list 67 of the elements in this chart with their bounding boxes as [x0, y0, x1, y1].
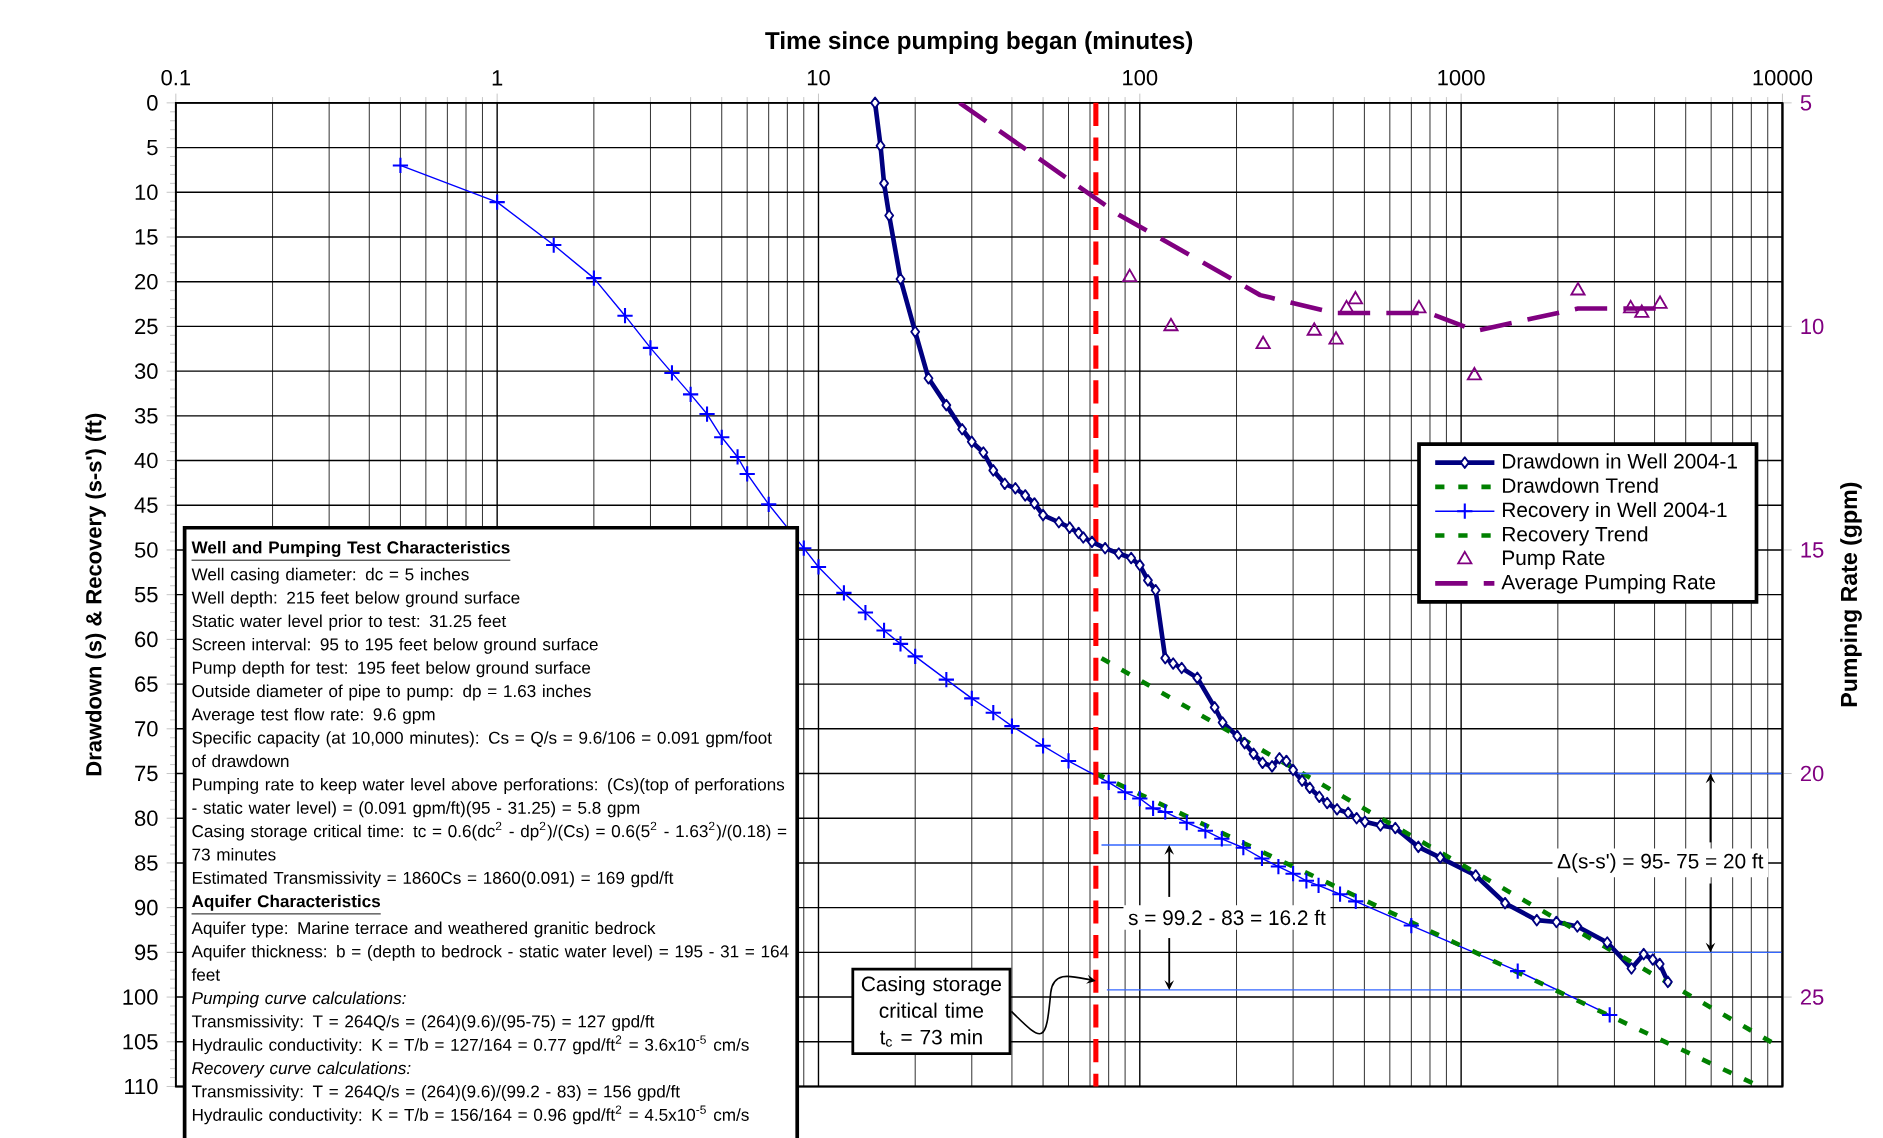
y-tick-label: 5 [147, 139, 158, 156]
y2-tick-label: 10 [1801, 318, 1824, 334]
x-tick-label: 10 [807, 69, 830, 86]
x-tick-label: 1 [492, 70, 503, 86]
x-tick-label: 1000 [1438, 69, 1485, 86]
legend-label: Average Pumping Rate [1501, 573, 1716, 594]
y2-axis-title: Pumping Rate (gpm) [1840, 482, 1862, 706]
y-tick-label: 100 [123, 989, 158, 1005]
y-tick-label: 15 [135, 229, 158, 245]
y2-tick-label: 20 [1800, 765, 1824, 782]
annotation: Outside diameter of pipe to pump: dp = 1.63 inches [192, 684, 591, 701]
annotation: Well casing diameter: dc = 5 inches [191, 567, 469, 584]
ref-line-label: Casing storage critical time t$_{c}$ = 73 min [861, 975, 1001, 1047]
annotation: Well depth: 215 feet below ground surface [191, 590, 520, 607]
annotation: Pumping curve calculations: [192, 991, 406, 1008]
annotation: Pumping rate to keep water level above perforations: (Cs)(top of perforations - static water level) = (0.091 gpm/ft)(95 - 31.25) = 5.8 gpm [192, 777, 785, 818]
annotation: Δ(s-s') = 95- 75 = 20 ft [1557, 853, 1764, 873]
annotation: Static water level prior to test: 31.25 feet [192, 614, 507, 631]
x-axis-title: Time since pumping began (minutes) [765, 31, 1193, 54]
y-tick-label: 65 [135, 676, 158, 692]
legend-label: Recovery in Well 2004-1 [1503, 501, 1727, 522]
x-tick-label: 10000 [1753, 69, 1813, 86]
y-tick-label: 55 [134, 586, 158, 603]
y-tick-label: 70 [135, 720, 158, 737]
legend-label: Drawdown in Well 2004-1 [1503, 453, 1737, 469]
x-tick-label: 0.1 [161, 69, 191, 86]
y-tick-label: 95 [135, 944, 158, 960]
y-tick-label: 60 [135, 631, 158, 647]
y-tick-label: 20 [135, 273, 158, 290]
y-tick-label: 0 [147, 94, 158, 111]
annotation: Average test flow rate: 9.6 gpm [191, 707, 435, 724]
y-tick-label: 45 [134, 497, 158, 513]
annotation: Pump depth for test: 195 feet below ground surface [192, 661, 591, 677]
annotation: Transmissivity: T = 264Q/s = (264)(9.6)/(95-75) = 127 gpd/ft [191, 1014, 655, 1031]
y-axis-title: Drawdown (s) & Recovery (s-s') (ft) [85, 413, 106, 775]
x-tick-label: 100 [1123, 69, 1158, 86]
annotation: Hydraulic conductivity: K = T/b = 127/164 = 0.77 gpd/ft$^{2}$ = 3.6x10$^{-5}$ cm/s [192, 1035, 749, 1054]
y-tick-label: 40 [134, 452, 158, 469]
y-tick-label: 10 [135, 184, 158, 200]
text: Hydraulic conductivity: K = T/b = 156/164 = 0.96 gpd/ft$^{2}$ = 4.5x10$^{-5}$ cm/s [192, 1105, 749, 1125]
y2-tick-label: 25 [1800, 989, 1824, 1005]
y-tick-label: 30 [134, 363, 158, 379]
y-tick-label: 105 [123, 1033, 158, 1050]
legend-label: Recovery Trend [1503, 526, 1648, 546]
annotation: Screen interval: 95 to 195 feet below ground surface [192, 637, 598, 654]
annotation: Specific capacity (at 10,000 minutes): Cs = Q/s = 9.6/106 = 0.091 gpm/foot of drawdown [192, 731, 772, 767]
y-tick-label: 50 [134, 541, 158, 558]
y2-tick-label: 15 [1801, 542, 1824, 558]
y-tick-label: 110 [125, 1078, 158, 1095]
annotation: s = 99.2 - 83 = 16.2 ft [1128, 909, 1326, 925]
y-tick-label: 25 [135, 318, 158, 334]
y-tick-label: 35 [134, 407, 158, 424]
legend-label: Drawdown Trend [1503, 477, 1658, 493]
annotation: Well and Pumping Test Characteristics [191, 540, 510, 557]
y2-tick-label: 5 [1800, 94, 1812, 111]
text: Casing storage critical time: tc = 0.6(dc$^{2}$ - dp$^{2}$)/(Cs) = 0.6(5$^{2}$ - 1.63$^{2}$)/(0.18) = 73 minutes [192, 821, 787, 861]
y-tick-label: 90 [135, 899, 158, 916]
annotation: Aquifer type: Marine terrace and weathered granitic bedrock [191, 921, 656, 938]
annotation: Recovery curve calculations: [192, 1061, 411, 1078]
annotation: Estimated Transmissivity = 1860Cs = 1860(0.091) = 169 gpd/ft [192, 871, 674, 888]
y-tick-label: 75 [135, 765, 158, 781]
annotation: Aquifer Characteristics [191, 894, 381, 911]
y-tick-label: 80 [134, 810, 158, 826]
legend-label: Pump Rate [1503, 550, 1605, 569]
y-tick-label: 85 [134, 854, 158, 871]
annotation: Transmissivity: T = 264Q/s = (264)(9.6)/(99.2 - 83) = 156 gpd/ft [191, 1084, 680, 1101]
annotation: Aquifer thickness: b = (depth to bedrock - static water level) = 195 - 31 = 164 feet [191, 944, 789, 981]
